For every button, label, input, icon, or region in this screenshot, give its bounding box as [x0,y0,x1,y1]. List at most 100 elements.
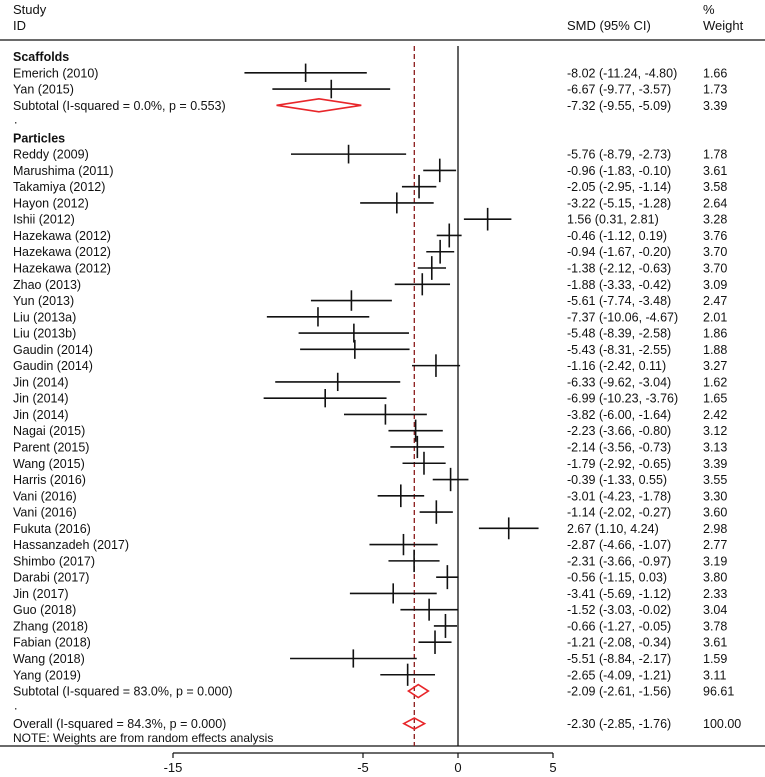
effect-ci-label: -0.94 (-1.67, -0.20) [567,245,671,259]
header-percent: % [703,2,715,17]
weight-label: 3.39 [703,457,727,471]
weight-label: 3.28 [703,213,727,227]
x-axis: -15 -5 0 5 [164,752,557,775]
spacer-dot: . [14,698,17,712]
section-row: Scaffolds [13,50,69,64]
effect-ci-label: -8.02 (-11.24, -4.80) [567,66,677,80]
weight-label: 2.77 [703,538,727,552]
section-label: Particles [13,131,65,145]
study-label: Fukuta (2016) [13,522,91,536]
effect-ci-label: -5.76 (-8.79, -2.73) [567,148,671,162]
effect-ci-label: -1.16 (-2.42, 0.11) [567,359,666,373]
effect-ci-label: -2.30 (-2.85, -1.76) [567,717,671,731]
x-tick-label: -5 [357,760,369,775]
pooled-estimate-diamond [406,683,430,699]
weight-label: 100.00 [703,717,741,731]
pooled-estimate-diamond [276,98,362,113]
study-row: Reddy (2009) -5.76 (-8.79, -2.73) 1.78 [13,144,727,164]
effect-ci-label: -2.05 (-2.95, -1.14) [567,180,671,194]
x-tick-label: -15 [164,760,183,775]
study-row: Gaudin (2014) -1.16 (-2.42, 0.11) 3.27 [13,354,727,377]
study-label: Nagai (2015) [13,424,85,438]
study-row: Jin (2014) -3.82 (-6.00, -1.64) 2.42 [13,404,727,425]
study-row: Hassanzadeh (2017) -2.87 (-4.66, -1.07) 2.… [13,533,727,556]
effect-ci-label: -3.82 (-6.00, -1.64) [567,408,671,422]
study-label: Jin (2014) [13,408,69,422]
weight-label: 3.61 [703,636,727,650]
study-label: Reddy (2009) [13,148,89,162]
study-row: Hayon (2012) -3.22 (-5.15, -1.28) 2.64 [13,192,727,214]
effect-ci-label: -5.61 (-7.74, -3.48) [567,294,671,308]
weight-label: 3.55 [703,473,727,487]
study-row: Liu (2013a) -7.37 (-10.06, -4.67) 2.01 [13,307,727,327]
weight-label: 3.60 [703,506,727,520]
overall-row: Overall (I-squared = 84.3%, p = 0.000) -2… [13,717,741,731]
header-weight: Weight [703,18,744,33]
weight-label: 2.33 [703,587,727,601]
effect-ci-label: -2.31 (-3.66, -0.97) [567,554,671,568]
study-label: Marushima (2011) [13,164,114,178]
weight-label: 3.61 [703,164,727,178]
study-row: Harris (2016) -0.39 (-1.33, 0.55) 3.55 [13,467,727,492]
study-label: Yang (2019) [13,668,81,682]
study-label: Harris (2016) [13,473,86,487]
study-row: Jin (2014) -6.99 (-10.23, -3.76) 1.65 [13,388,727,408]
dot-row: . [14,113,17,127]
header-study: Study [13,2,47,17]
weight-label: 3.70 [703,245,727,259]
study-label: Hayon (2012) [13,196,89,210]
weight-label: 2.42 [703,408,727,422]
weight-label: 1.65 [703,392,727,406]
effect-ci-label: -2.14 (-3.56, -0.73) [567,440,671,454]
section-label: Scaffolds [13,50,69,64]
effect-ci-label: -1.79 (-2.92, -0.65) [567,457,671,471]
subtotal-label: Subtotal (I-squared = 0.0%, p = 0.553) [13,99,226,113]
study-row: Yang (2019) -2.65 (-4.09, -1.21) 3.11 [13,663,726,686]
study-label: Zhao (2013) [13,278,81,292]
rows: Scaffolds Emerich (2010) -8.02 (-11.24, -4… [13,46,741,746]
weight-label: 3.39 [703,99,727,113]
study-label: Jin (2014) [13,392,69,406]
subtotal-row: Subtotal (I-squared = 0.0%, p = 0.553) -7… [13,98,727,113]
study-label: Hazekawa (2012) [13,262,111,276]
study-row: Hazekawa (2012) -1.38 (-2.12, -0.63) 3.70 [13,256,727,280]
study-label: Yan (2015) [13,83,74,97]
study-label: Fabian (2018) [13,636,91,650]
study-label: Hassanzadeh (2017) [13,538,129,552]
study-label: Parent (2015) [13,440,89,454]
weight-label: 3.80 [703,571,727,585]
pooled-estimate-diamond [402,717,427,730]
footnote: NOTE: Weights are from random effects an… [13,731,273,745]
study-label: Yun (2013) [13,294,74,308]
weight-label: 1.88 [703,343,727,357]
weight-label: 2.64 [703,196,727,210]
study-row: Zhang (2018) -0.66 (-1.27, -0.05) 3.78 [13,613,727,638]
study-row: Darabi (2017) -0.56 (-1.15, 0.03) 3.80 [13,565,727,590]
effect-ci-label: -3.01 (-4.23, -1.78) [567,489,671,503]
effect-ci-label: -1.38 (-2.12, -0.63) [567,262,671,276]
effect-ci-label: -0.66 (-1.27, -0.05) [567,619,671,633]
study-row: Takamiya (2012) -2.05 (-2.95, -1.14) 3.58 [13,174,727,199]
study-label: Gaudin (2014) [13,343,93,357]
weight-label: 3.58 [703,180,727,194]
study-label: Vani (2016) [13,489,77,503]
header-id: ID [13,18,26,33]
study-label: Shimbo (2017) [13,554,95,568]
effect-ci-label: -2.65 (-4.09, -1.21) [567,668,671,682]
effect-ci-label: -5.43 (-8.31, -2.55) [567,343,671,357]
study-row: Gaudin (2014) -5.43 (-8.31, -2.55) 1.88 [13,339,727,359]
study-row: Vani (2016) -3.01 (-4.23, -1.78) 3.30 [13,484,727,508]
study-label: Emerich (2010) [13,66,98,80]
study-label: Guo (2018) [13,603,76,617]
weight-label: 2.01 [703,310,727,324]
study-label: Darabi (2017) [13,571,89,585]
x-tick-label: 0 [454,760,461,775]
study-row: Fabian (2018) -1.21 (-2.08, -0.34) 3.61 [13,630,727,654]
study-label: Takamiya (2012) [13,180,105,194]
subtotal-row: Subtotal (I-squared = 83.0%, p = 0.000) -… [13,683,734,699]
effect-ci-label: -7.32 (-9.55, -5.09) [567,99,671,113]
weight-label: 96.61 [703,685,734,699]
header-effect: SMD (95% CI) [567,18,651,33]
study-row: Guo (2018) -1.52 (-3.03, -0.02) 3.04 [13,598,727,621]
study-label: Gaudin (2014) [13,359,93,373]
